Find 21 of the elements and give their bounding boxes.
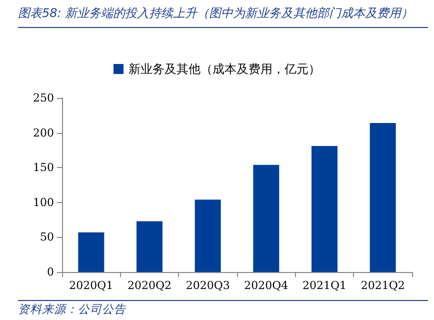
bar [312,146,338,272]
y-tick-label: 100 [33,196,54,209]
bar [194,200,221,272]
y-tick-label: 200 [33,126,54,140]
y-tick-label: 0 [47,266,54,278]
x-tick-label: 2021Q2 [360,279,405,292]
bar [136,221,162,272]
bar [370,123,396,272]
chart-title: 图表58: 新业务端的投入持续上升（图中为新业务及其他部门成本及费用） [18,2,428,28]
legend-label: 新业务及其他（成本及费用，亿元） [128,62,320,76]
y-tick-label: 250 [33,92,54,104]
bar [253,164,280,272]
y-tick-label: 50 [40,230,54,244]
x-tick-label: 2021Q1 [302,279,347,292]
x-tick-label: 2020Q4 [244,279,288,292]
bar [78,232,104,272]
x-tick-label: 2020Q3 [186,279,230,292]
text: 资料来源：公司公告 [18,300,428,317]
x-tick-label: 2020Q2 [127,279,172,292]
x-tick-label: 2020Q1 [69,279,114,292]
y-tick-label: 150 [33,161,54,174]
